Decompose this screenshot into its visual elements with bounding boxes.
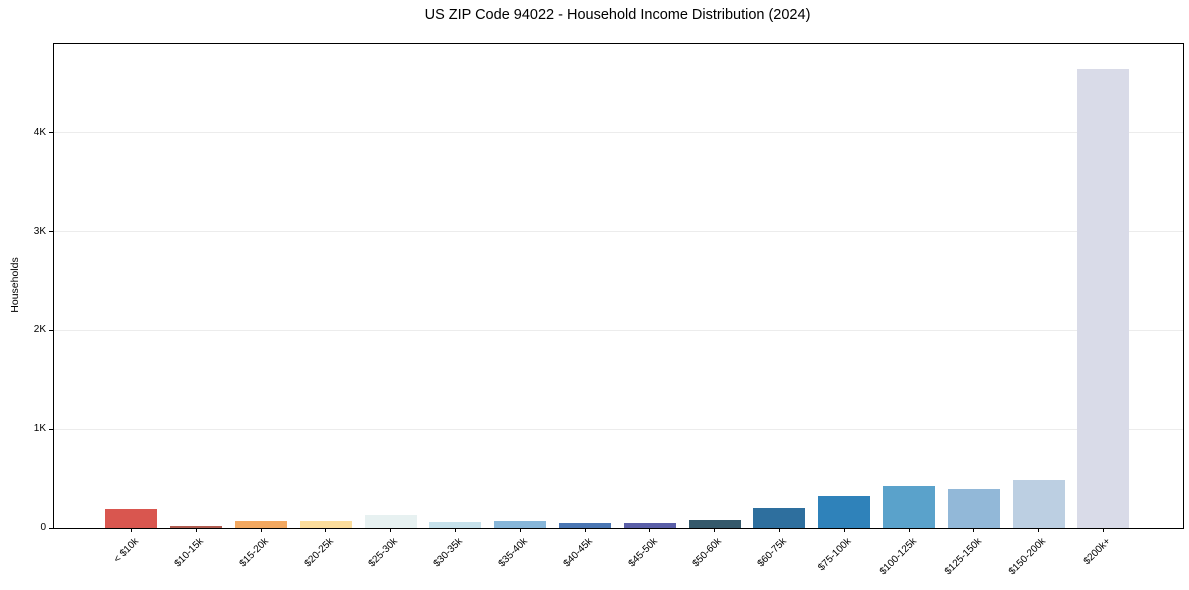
x-tick-label: $15-20k <box>237 536 271 570</box>
bar-10-15k <box>170 525 223 528</box>
x-tick-mark <box>843 528 845 532</box>
plot-area: 0 1K 2K 3K 4K < $10k $10-15k $15-20k $20-25k $25-… <box>34 43 1184 577</box>
x-tick-label: $150-200k <box>1007 536 1049 578</box>
bar-200k <box>1077 68 1130 528</box>
bar-35-40k <box>494 520 547 528</box>
y-tick-label: 0 <box>40 522 46 533</box>
bar-50-60k <box>688 519 741 528</box>
x-tick-label: $125-150k <box>942 536 984 578</box>
x-tick-label: $100-125k <box>877 536 919 578</box>
x-tick-label: $20-25k <box>302 536 336 570</box>
x-tick-label: $25-30k <box>367 536 401 570</box>
x-tick-mark <box>325 528 327 532</box>
bar-100-125k <box>883 485 935 528</box>
y-tick-label: 3K <box>33 225 46 237</box>
gridline <box>54 428 1183 430</box>
x-tick-label: $30-35k <box>431 536 466 570</box>
bar-25-30k <box>364 515 417 528</box>
y-tick-label: 1K <box>33 423 46 435</box>
bar-40-45k <box>559 523 611 528</box>
y-tick-mark <box>49 329 53 331</box>
gridline <box>54 132 1183 134</box>
x-tick-label: $75-100k <box>816 536 854 574</box>
y-tick-mark <box>49 231 53 233</box>
x-tick-label: $60-75k <box>755 536 790 570</box>
x-tick-label: $35-40k <box>496 536 530 570</box>
x-tick-mark <box>778 528 780 532</box>
x-tick-label: $40-45k <box>561 536 595 570</box>
bar-125-150k <box>947 489 1000 528</box>
y-axis-label: Households <box>9 257 21 313</box>
bar-150-200k <box>1012 479 1065 528</box>
chart-title: US ZIP Code 94022 - Household Income Dis… <box>424 7 811 23</box>
x-tick-mark <box>390 528 392 532</box>
x-tick-mark <box>130 528 132 532</box>
bar-45-50k <box>623 522 676 528</box>
x-tick-mark <box>1102 528 1104 532</box>
x-tick-mark <box>973 528 975 532</box>
bar-30-35k <box>429 522 482 528</box>
x-tick-mark <box>519 528 521 532</box>
x-tick-label: < $10k <box>111 536 142 566</box>
y-tick-mark <box>49 132 53 134</box>
y-tick-label: 2K <box>33 324 46 336</box>
x-tick-mark <box>649 528 651 532</box>
bar-60-75k <box>753 507 806 528</box>
x-tick-label: $10-15k <box>172 536 206 570</box>
x-tick-mark <box>1038 528 1040 532</box>
x-tick-mark <box>584 528 586 532</box>
x-tick-label: $45-50k <box>626 536 660 570</box>
bar-20-25k <box>299 521 352 528</box>
x-tick-label: $200k+ <box>1081 536 1114 568</box>
bar-10k <box>105 508 158 528</box>
x-tick-mark <box>195 528 197 532</box>
x-tick-mark <box>714 528 716 532</box>
x-tick-mark <box>454 528 456 532</box>
x-tick-mark <box>260 528 262 532</box>
y-tick-mark <box>49 428 53 430</box>
x-tick-mark <box>908 528 910 532</box>
y-tick-label: 4K <box>33 126 46 138</box>
gridline <box>54 231 1183 233</box>
bar-15-20k <box>235 520 287 528</box>
x-tick-label: $50-60k <box>691 536 725 570</box>
y-tick-mark <box>49 527 53 529</box>
bar-75-100k <box>818 496 871 528</box>
gridline <box>54 329 1183 331</box>
